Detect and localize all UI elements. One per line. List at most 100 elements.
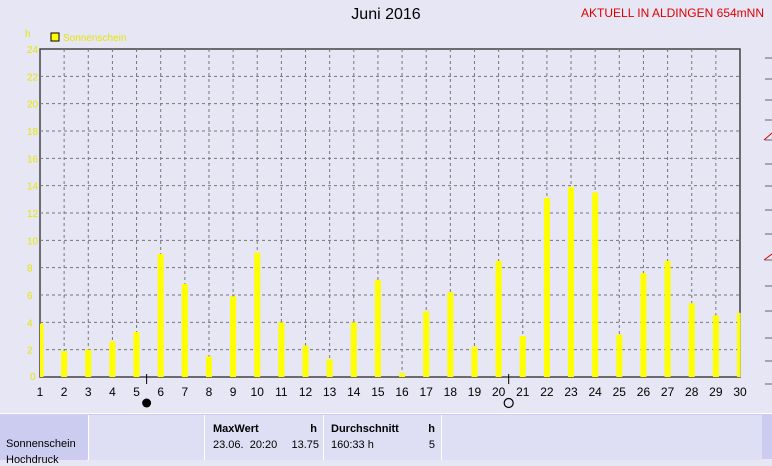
bar (205, 356, 212, 377)
chart-title: Juni 2016 (351, 6, 421, 23)
bar (326, 359, 333, 377)
x-tick-label: 20 (492, 385, 506, 399)
bar (374, 279, 381, 377)
bar (61, 351, 68, 377)
x-tick-label: 6 (157, 385, 164, 399)
y-tick-label: 2 (27, 346, 33, 357)
summary-label-cell: Sonnenschein Hochdruck (0, 415, 87, 466)
x-tick-label: 14 (347, 385, 361, 399)
bar (616, 334, 623, 377)
max-unit: h (310, 423, 317, 435)
y-tick-label: 10 (27, 236, 39, 247)
x-tick-label: 2 (61, 385, 68, 399)
summary-spacer-cell (441, 415, 762, 460)
y-tick-label: 0 (30, 372, 36, 383)
x-tick-label: 29 (709, 385, 723, 399)
avg-extra: 5 (428, 439, 435, 451)
bar (350, 322, 357, 377)
moon-phase-markers (142, 374, 514, 409)
max-time: 23.06. 20:20 (213, 439, 278, 451)
x-tick-label: 30 (733, 385, 747, 399)
x-tick-label: 26 (637, 385, 651, 399)
y-tick-label: 16 (27, 154, 39, 165)
chart-grid (39, 48, 741, 378)
y-tick-label: 20 (27, 100, 39, 111)
summary-avg-cell: Durchschnitt h 160:33 h 5 (323, 415, 441, 460)
y-axis-label: h (25, 29, 31, 40)
bar (519, 336, 526, 377)
x-tick-labels: 1 2 3 4 5 6 7 8 9 10 11 12 13 14 15 16 17 18 19 20 21 22 23 24 2… (37, 385, 747, 399)
y-tick-label: 24 (27, 45, 39, 56)
summary-row-label: Sonnenschein (6, 438, 76, 450)
bar (543, 197, 550, 377)
bar (640, 273, 647, 377)
x-tick-label: 8 (206, 385, 213, 399)
x-tick-label: 22 (540, 385, 554, 399)
x-tick-label: 15 (371, 385, 385, 399)
y-tick-label: 4 (27, 318, 33, 329)
station-label: AKTUELL IN ALDINGEN 654mNN (581, 6, 764, 20)
x-tick-label: 4 (109, 385, 116, 399)
x-tick-label: 28 (685, 385, 699, 399)
x-tick-label: 9 (230, 385, 237, 399)
new-moon-icon (142, 398, 152, 408)
bar (181, 284, 188, 377)
legend-label: Sonnenschein (63, 33, 126, 44)
bar (688, 303, 695, 377)
y-tick-label: 6 (27, 291, 33, 302)
bar (302, 345, 309, 377)
x-tick-label: 17 (420, 385, 434, 399)
bar (592, 192, 599, 377)
max-value: 13.75 (291, 439, 319, 451)
y-tick-label: 8 (27, 264, 33, 275)
bar (109, 341, 116, 377)
bar (471, 346, 478, 377)
x-tick-label: 12 (299, 385, 313, 399)
bar (712, 315, 719, 377)
bar (664, 260, 671, 377)
y-tick-label: 22 (27, 72, 39, 83)
avg-unit: h (428, 423, 435, 435)
right-edge-red-mark (763, 132, 772, 141)
x-tick-label: 1 (37, 385, 44, 399)
summary-row-label-cut: Hochdruck (6, 454, 59, 466)
x-tick-label: 13 (323, 385, 337, 399)
x-tick-label: 3 (85, 385, 92, 399)
summary-max-cell: MaxWert h 23.06. 20:20 13.75 (204, 415, 323, 460)
bar (737, 312, 741, 377)
x-tick-label: 23 (564, 385, 578, 399)
x-tick-label: 24 (588, 385, 602, 399)
y-tick-label: 12 (27, 209, 39, 220)
x-tick-label: 5 (133, 385, 140, 399)
bar (447, 292, 454, 377)
bar (40, 323, 44, 377)
x-tick-label: 10 (251, 385, 265, 399)
x-tick-label: 18 (444, 385, 458, 399)
bar (423, 311, 430, 377)
full-moon-icon (503, 397, 514, 409)
summary-empty-cell (88, 415, 204, 460)
y-tick-label: 14 (27, 182, 39, 193)
bar (157, 254, 164, 377)
y-tick-label: 18 (27, 127, 39, 138)
x-tick-label: 25 (613, 385, 627, 399)
chart-bars (40, 187, 741, 377)
x-tick-label: 27 (661, 385, 675, 399)
chart-legend: Sonnenschein (50, 32, 126, 44)
avg-header: Durchschnitt (331, 423, 399, 435)
bar (495, 260, 502, 377)
legend-swatch (50, 32, 60, 42)
avg-value: 160:33 h (331, 439, 374, 451)
x-tick-label: 11 (275, 385, 288, 399)
max-header: MaxWert (213, 423, 259, 435)
x-tick-label: 16 (395, 385, 409, 399)
bar (254, 252, 261, 377)
x-tick-label: 19 (468, 385, 482, 399)
right-edge-red-mark (763, 253, 772, 261)
x-tick-label: 7 (181, 385, 188, 399)
x-tick-label: 21 (516, 385, 530, 399)
bar (399, 372, 406, 377)
bar (568, 187, 575, 377)
